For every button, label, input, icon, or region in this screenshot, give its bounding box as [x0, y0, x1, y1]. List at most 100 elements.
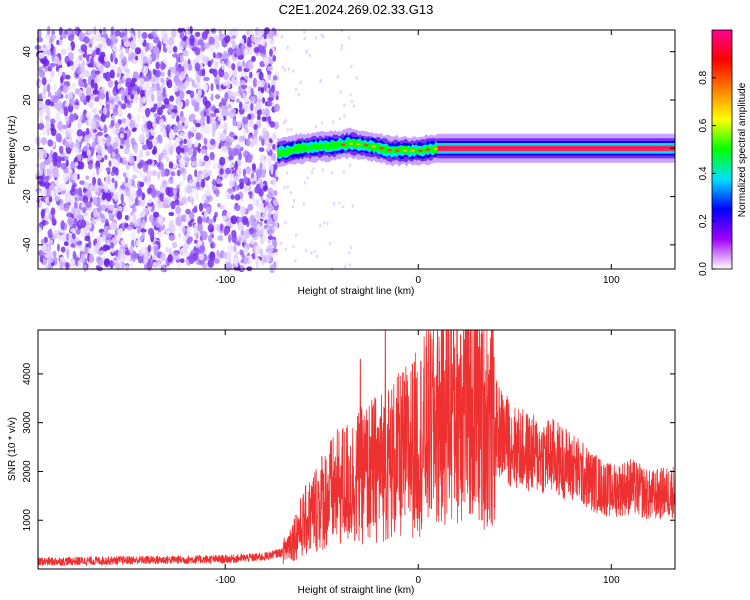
spectrogram-cell [239, 198, 245, 203]
spectrogram-cell [116, 72, 120, 78]
spectrogram-cell [57, 234, 64, 241]
spectrogram-cell [88, 239, 92, 249]
spectrogram-signal-core [379, 147, 384, 150]
spectrogram-cell [243, 128, 247, 138]
spectrogram-cell [94, 70, 101, 75]
spectrogram-cell [248, 45, 256, 56]
spectrogram-cell [240, 84, 248, 90]
spectrogram-cell [230, 215, 238, 225]
spectrogram-cell [213, 215, 217, 223]
spectrogram-cell [72, 207, 77, 214]
spectrogram-y-tick-label: 40 [22, 46, 33, 58]
spectrogram-cell [94, 184, 99, 193]
spectrogram-cell [93, 26, 97, 36]
spectrogram-cell [204, 199, 210, 204]
spectrogram-cell [234, 262, 239, 268]
spectrogram-cell [80, 73, 85, 80]
spectrogram-cell [194, 140, 199, 148]
spectrogram-cell [210, 28, 216, 33]
spectrogram-cell [123, 147, 130, 155]
spectrogram-cell [151, 220, 156, 227]
spectrogram-cell [163, 98, 170, 105]
spectrogram-cell [114, 193, 118, 202]
spectrogram-cell [152, 261, 157, 267]
spectrogram-cell [241, 43, 245, 53]
colorbar-tick-label: 0.8 [698, 70, 709, 84]
spectrogram-cell [130, 93, 134, 100]
spectrogram-cell [80, 246, 85, 252]
spectrogram-cell [191, 160, 198, 167]
spectrogram-cell [284, 247, 288, 252]
spectrogram-cell [306, 176, 309, 180]
spectrogram-cell [259, 162, 263, 169]
spectrogram-cell [348, 163, 352, 168]
spectrogram-cell [97, 32, 101, 41]
spectrogram-signal-core [395, 149, 400, 152]
spectrogram-cell [104, 71, 111, 82]
spectrogram-cell [160, 77, 165, 83]
spectrogram-cell [225, 167, 232, 175]
spectrogram-cell [47, 256, 55, 264]
spectrogram-cell [197, 55, 201, 61]
spectrogram-cell [350, 99, 353, 104]
spectrogram-cell [242, 176, 249, 184]
spectrogram-cell [259, 38, 266, 46]
spectrogram-cells [34, 25, 358, 274]
spectrogram-cell [111, 114, 116, 122]
spectrogram-cell [203, 155, 209, 162]
spectrogram-cell [210, 83, 214, 92]
spectrogram-cell [206, 138, 211, 143]
spectrogram-cell [209, 251, 216, 261]
spectrogram-cell [151, 170, 157, 177]
spectrogram-cell [263, 56, 270, 66]
spectrogram-cell [151, 76, 156, 83]
spectrogram-cell [104, 55, 109, 63]
spectrogram-cell [308, 53, 311, 58]
spectrogram-cell [276, 33, 279, 38]
spectrogram-signal-core [341, 143, 346, 146]
spectrogram-cell [171, 112, 176, 120]
spectrogram-cell [231, 169, 238, 175]
spectrogram-cell [239, 206, 247, 215]
spectrogram-cell [92, 176, 97, 186]
spectrogram-cell [310, 170, 314, 175]
spectrogram-cell [128, 155, 135, 165]
spectrogram-cell [273, 153, 277, 162]
spectrogram-cell [126, 99, 131, 106]
spectrogram-cell [272, 55, 277, 62]
spectrogram-cell [320, 121, 324, 125]
spectrogram-cell [58, 26, 63, 36]
spectrogram-cell [122, 172, 127, 178]
spectrogram-cell [137, 29, 142, 39]
spectrogram-cell [179, 31, 185, 40]
spectrogram-cell [204, 100, 211, 109]
spectrogram-cell [55, 65, 60, 72]
spectrogram-cell [189, 90, 195, 99]
spectrogram-cell [336, 74, 340, 79]
spectrogram-cell [123, 132, 128, 141]
spectrogram-cell [275, 90, 280, 96]
spectrogram-cell [119, 89, 126, 95]
spectrogram-cell [262, 97, 266, 104]
spectrogram-cell [162, 149, 166, 154]
spectrogram-cell [216, 203, 221, 208]
spectrogram-cell [157, 170, 161, 180]
spectrogram-cell [125, 47, 130, 54]
snr-x-tick-label: -100 [215, 575, 235, 586]
spectrogram-cell [199, 244, 206, 254]
spectrogram-cell [161, 264, 166, 272]
spectrogram-cell [146, 159, 153, 165]
spectrogram-cell [179, 90, 185, 100]
spectrogram-cell [88, 101, 94, 109]
spectrogram-cell [206, 205, 212, 214]
spectrogram-cell [165, 157, 170, 162]
spectrogram-cell [267, 229, 273, 235]
colorbar: 0.0 0.2 0.4 0.6 0.8 Normalized spectral ampl… [698, 29, 748, 276]
spectrogram-cell [268, 30, 275, 39]
spectrogram-cell [338, 117, 342, 121]
spectrogram-cell [54, 195, 60, 202]
spectrogram-cell [46, 168, 51, 174]
spectrogram-cell [65, 159, 69, 167]
spectrogram-cell [80, 253, 85, 263]
spectrogram-cell [159, 152, 164, 160]
